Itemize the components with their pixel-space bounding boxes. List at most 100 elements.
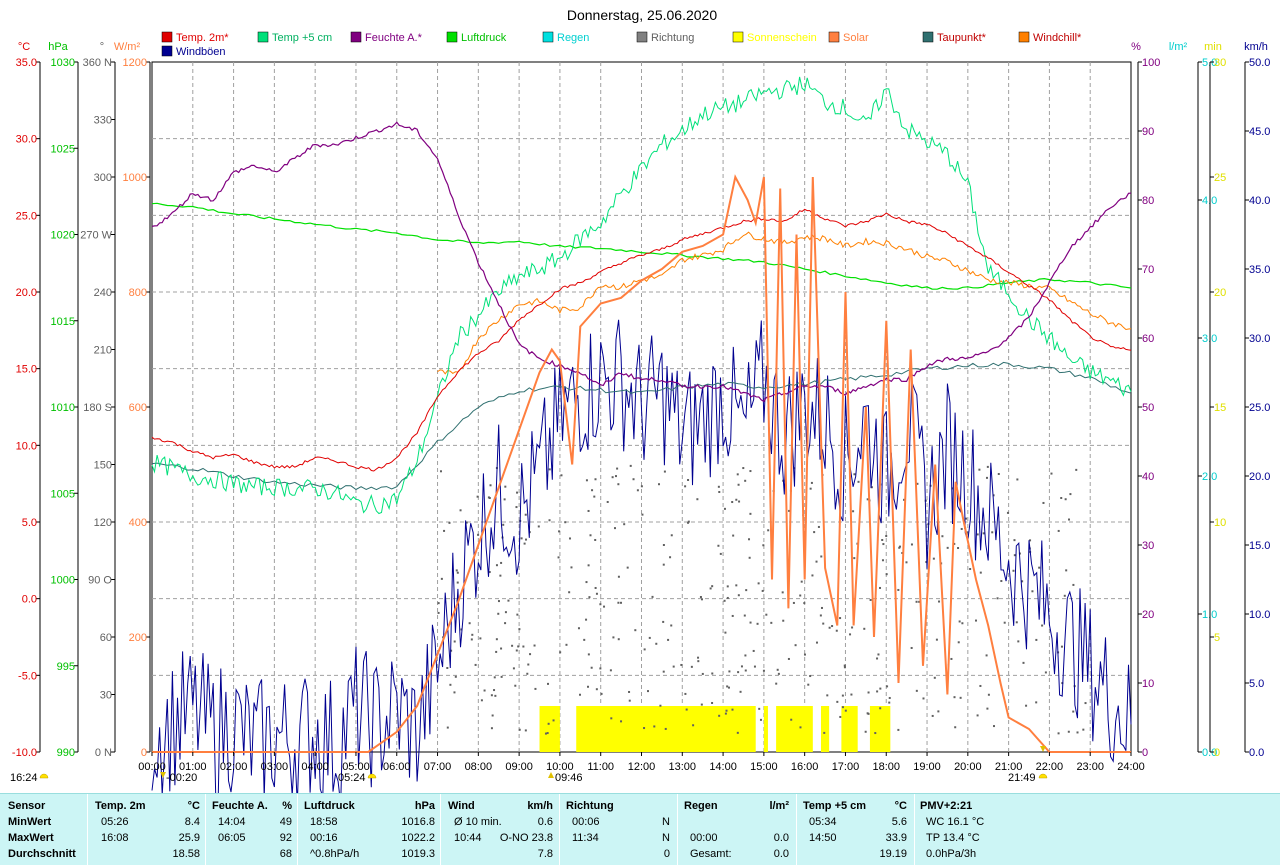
summary-cell-label: Ø 10 min. (454, 816, 502, 828)
solar-tick-label: 800 (129, 287, 147, 299)
direction-dot (516, 613, 519, 616)
summary-header-label: PMV+2:21 (920, 800, 973, 812)
direction-dot (748, 538, 751, 541)
direction-dot (1060, 645, 1063, 648)
direction-dot (655, 642, 658, 645)
x-tick-label: 15:00 (750, 761, 778, 773)
time-markers: 16:24 -00:20 05:24 09:46 21:49 (10, 772, 1048, 784)
sunset-marker-icon (1040, 746, 1046, 752)
x-tick-label: 19:00 (913, 761, 941, 773)
direction-dot (937, 710, 940, 713)
direction-dot (611, 476, 614, 479)
direction-dot (985, 476, 988, 479)
direction-dot (610, 717, 613, 720)
direction-dot (507, 599, 510, 602)
x-tick-label: 02:00 (220, 761, 248, 773)
direction-dot (820, 555, 823, 558)
direction-dot (595, 688, 598, 691)
summary-header-label: Richtung (566, 800, 614, 812)
direction-dot (628, 699, 631, 702)
summary-cell-value: 25.9 (178, 832, 200, 844)
direction-dot (493, 689, 496, 692)
direction-dot (723, 507, 726, 510)
direction-dot (787, 657, 790, 660)
wind-tick-label: 30.0 (1249, 333, 1270, 345)
direction-dot (609, 669, 612, 672)
direction-dot (662, 544, 665, 547)
direction-dot (728, 670, 731, 673)
direction-dot (759, 718, 762, 721)
wind-tick-label: 0.0 (1249, 747, 1264, 759)
direction-dot (1057, 529, 1060, 532)
summary-header-unit: °C (187, 800, 200, 812)
direction-dot (916, 482, 919, 485)
wind-tick-label: 35.0 (1249, 264, 1270, 276)
legend-swatch-7 (828, 31, 840, 43)
plot-area (151, 61, 1132, 793)
rain-tick-label: 0.0 (1202, 747, 1217, 759)
direction-dot (587, 685, 590, 688)
direction-dot (470, 638, 473, 641)
summary-header-unit: hPa (414, 800, 435, 812)
temp-tick-label: 25.0 (16, 210, 37, 222)
direction-dot (497, 600, 500, 603)
direction-dot (623, 523, 626, 526)
direction-dot (606, 500, 609, 503)
direction-dot (885, 535, 888, 538)
direction-dot (770, 621, 773, 624)
direction-dot (767, 529, 770, 532)
sunshine-tick-label: 15 (1214, 402, 1226, 414)
direction-dot (595, 592, 598, 595)
direction-dot (761, 589, 764, 592)
pressure-tick-label: 1025 (51, 143, 75, 155)
direction-tick-label: 120 (94, 517, 112, 529)
summary-cell-label: 00:00 (690, 832, 718, 844)
pressure-tick-label: 1005 (51, 488, 75, 500)
direction-dot (749, 621, 752, 624)
pressure-tick-label: 1020 (51, 230, 75, 242)
direction-dot (454, 675, 457, 678)
direction-dot (455, 569, 458, 572)
summary-cell-label: 14:50 (809, 832, 837, 844)
direction-dot (437, 602, 440, 605)
direction-dot (544, 732, 547, 735)
direction-dot (986, 465, 989, 468)
direction-dot (960, 527, 963, 530)
marker-b-label: 09:46 (555, 772, 583, 784)
direction-dot (504, 485, 507, 488)
direction-dot (1050, 472, 1053, 475)
direction-dot (737, 671, 740, 674)
direction-dot (749, 470, 752, 473)
direction-dot (515, 506, 518, 509)
direction-dot (495, 638, 498, 641)
direction-dot (518, 628, 521, 631)
direction-dot (781, 591, 784, 594)
direction-axis-unit: ° (100, 41, 104, 53)
summary-cell-label: 14:04 (218, 816, 246, 828)
direction-dot (879, 707, 882, 710)
summary-row-label: MaxWert (8, 832, 54, 844)
legend-label-1: Temp +5 cm (272, 32, 332, 44)
direction-dot (493, 676, 496, 679)
direction-dot (915, 689, 918, 692)
direction-dot (589, 534, 592, 537)
direction-dot (684, 485, 687, 488)
direction-dot (739, 690, 742, 693)
direction-dot (651, 595, 654, 598)
direction-dot (587, 564, 590, 567)
solar-tick-label: 600 (129, 402, 147, 414)
humidity-tick-label: 70 (1142, 264, 1154, 276)
direction-dot (667, 638, 670, 641)
direction-dot (1065, 569, 1068, 572)
humidity-tick-label: 80 (1142, 195, 1154, 207)
direction-dot (776, 668, 779, 671)
sunshine-axis-unit: min (1204, 41, 1222, 53)
direction-dot (965, 517, 968, 520)
direction-dot (718, 714, 721, 717)
direction-dot (570, 566, 573, 569)
direction-dot (897, 728, 900, 731)
direction-dot (617, 638, 620, 641)
direction-dot (853, 473, 856, 476)
direction-dot (517, 645, 520, 648)
marker-triangle-icon (548, 772, 554, 778)
